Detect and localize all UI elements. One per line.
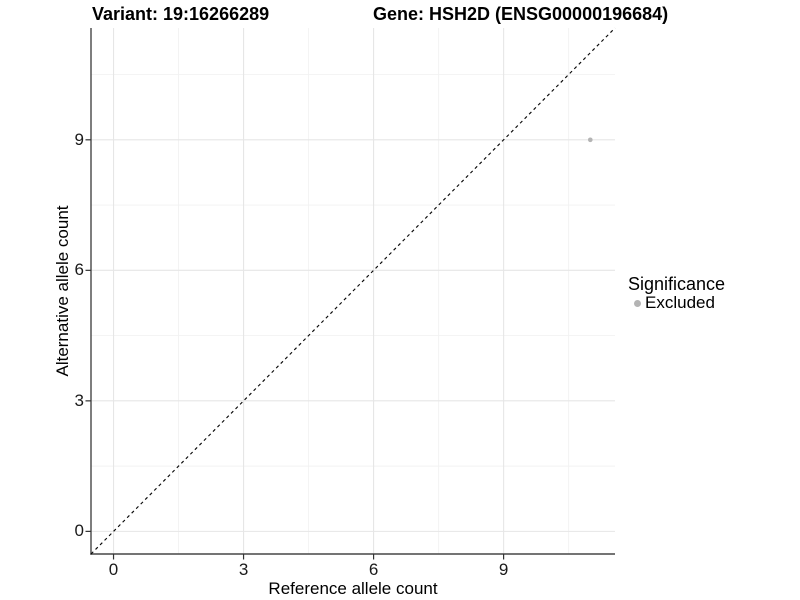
legend-item: Excluded bbox=[628, 293, 725, 312]
y-axis-title: Alternative allele count bbox=[53, 205, 72, 377]
x-tick-label: 0 bbox=[108, 560, 119, 579]
x-tick-label: 9 bbox=[498, 560, 509, 579]
plot-title-gene: Gene: HSH2D (ENSG00000196684) bbox=[373, 4, 669, 24]
data-point bbox=[587, 137, 593, 143]
legend: Significance Excluded bbox=[628, 274, 726, 313]
x-axis-title: Reference allele count bbox=[268, 579, 438, 598]
plot-title-variant: Variant: 19:16266289 bbox=[92, 4, 270, 24]
legend-point-icon bbox=[634, 299, 641, 307]
x-tick-label: 3 bbox=[238, 560, 249, 579]
legend-item-label: Excluded bbox=[645, 293, 715, 312]
y-tick-label: 3 bbox=[74, 390, 84, 410]
legend-items: Excluded bbox=[628, 293, 725, 312]
identity-dashed-line bbox=[90, 27, 616, 555]
y-tick-label: 6 bbox=[74, 260, 84, 280]
y-tick-label: 0 bbox=[74, 521, 84, 541]
y-tick-label: 9 bbox=[74, 129, 84, 149]
x-tick-label: 6 bbox=[368, 560, 379, 579]
legend-title: Significance bbox=[628, 274, 726, 294]
